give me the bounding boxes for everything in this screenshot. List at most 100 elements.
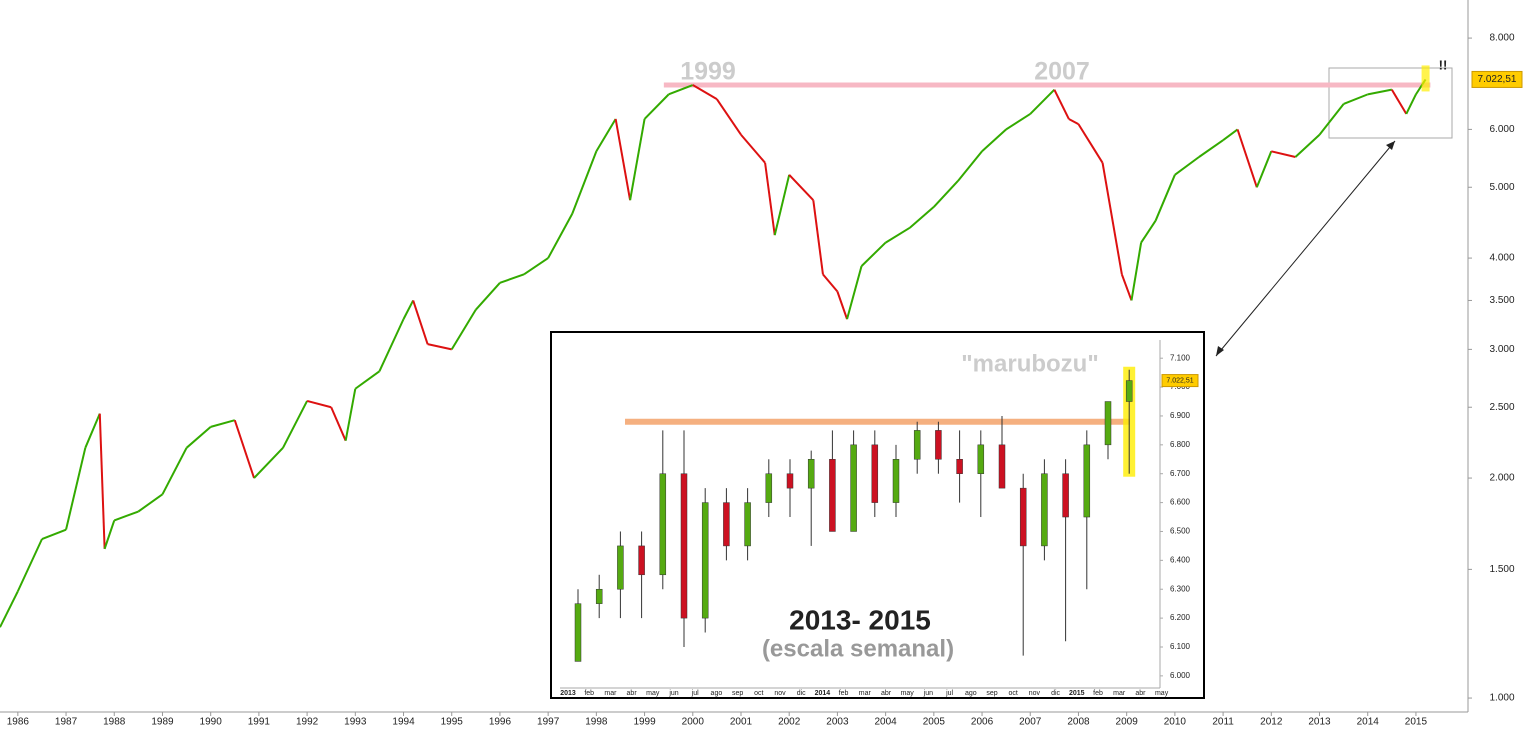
y-tick-label: 6.000	[1170, 671, 1191, 680]
price-segment	[957, 150, 983, 182]
y-tick-label: 2.500	[1489, 402, 1514, 413]
price-segment	[0, 590, 19, 628]
x-tick-label: oct	[1009, 690, 1018, 697]
candle-body	[617, 545, 624, 590]
price-segment	[354, 370, 381, 390]
x-tick-label: jun	[668, 690, 678, 697]
y-tick-label: 6.800	[1170, 440, 1191, 449]
y-tick-label: 6.400	[1170, 555, 1191, 564]
candle-body	[998, 444, 1006, 489]
x-tick-label: may	[1155, 690, 1169, 697]
x-tick-label: mar	[604, 690, 617, 697]
candle-body	[1125, 380, 1133, 402]
x-tick-label: ago	[711, 690, 723, 697]
x-tick-label: feb	[584, 690, 594, 697]
x-tick-label: 2008	[1067, 717, 1090, 728]
price-segment	[773, 174, 791, 236]
candle-body	[913, 430, 921, 460]
x-tick-label: feb	[839, 690, 849, 697]
x-tick-label: 1990	[200, 717, 223, 728]
price-segment	[885, 226, 911, 244]
x-tick-label: nov	[774, 690, 786, 697]
highlight	[1421, 65, 1430, 92]
arrow-head	[1386, 141, 1395, 150]
price-segment	[547, 213, 574, 259]
x-tick-label: jul	[691, 690, 699, 697]
price-segment	[981, 128, 1007, 153]
candle-body	[1104, 401, 1112, 446]
price-segment	[1271, 150, 1296, 158]
candle-body	[744, 502, 751, 547]
price-segment	[933, 180, 959, 208]
price-segment	[1029, 88, 1056, 115]
price-segment	[614, 118, 632, 201]
x-tick-label: 1998	[585, 717, 608, 728]
price-segment	[1130, 242, 1143, 301]
price-segment	[427, 343, 452, 351]
x-tick-label: 2013	[1308, 717, 1331, 728]
y-tick-label: 6.900	[1170, 411, 1191, 420]
price-segment	[98, 413, 106, 549]
x-tick-label: sep	[732, 690, 743, 697]
candle-body	[1083, 444, 1091, 518]
x-tick-label: dic	[797, 690, 806, 697]
price-segment	[378, 318, 405, 372]
price-label: 7.022,51	[1478, 74, 1517, 85]
price-segment	[846, 265, 863, 320]
x-tick-label: 2006	[971, 717, 994, 728]
price-segment	[692, 84, 718, 101]
price-segment	[412, 300, 429, 345]
x-tick-label: jul	[945, 690, 953, 697]
x-tick-label: 2015	[1069, 690, 1085, 697]
price-segment	[629, 118, 646, 201]
candle-body	[892, 459, 900, 503]
x-tick-label: 1997	[537, 717, 560, 728]
y-tick-label: 6.200	[1170, 613, 1191, 622]
candle-body	[1062, 473, 1069, 518]
price-segment	[860, 241, 887, 267]
price-segment	[643, 93, 670, 120]
x-tick-label: 1991	[248, 717, 271, 728]
x-tick-label: dic	[1051, 690, 1060, 697]
price-segment	[571, 150, 598, 215]
x-tick-label: 2010	[1164, 717, 1187, 728]
price-segment	[210, 419, 236, 428]
price-label: 7.022,51	[1166, 377, 1193, 384]
arrow	[1215, 140, 1396, 357]
y-tick-label: 7.100	[1170, 353, 1191, 362]
x-tick-label: 2014	[1357, 717, 1380, 728]
price-segment	[1405, 93, 1417, 115]
price-segment	[822, 273, 839, 293]
x-tick-label: 1995	[441, 717, 464, 728]
price-segment	[1101, 162, 1123, 275]
x-tick-label: may	[646, 690, 660, 697]
price-segment	[1154, 174, 1176, 222]
x-tick-label: 2002	[778, 717, 801, 728]
annotation: "marubozu"	[961, 350, 1098, 377]
x-tick-label: jun	[923, 690, 933, 697]
x-tick-label: mar	[1113, 690, 1126, 697]
y-tick-label: 2.000	[1489, 473, 1514, 484]
y-tick-label: 6.000	[1489, 124, 1514, 135]
y-tick-label: 6.100	[1170, 642, 1191, 651]
y-tick-label: 6.300	[1170, 584, 1191, 593]
price-segment	[788, 174, 815, 201]
candle-body	[765, 473, 773, 503]
price-segment	[137, 493, 164, 513]
price-segment	[65, 447, 87, 530]
price-segment	[764, 162, 776, 236]
x-tick-label: 2013	[560, 690, 576, 697]
price-segment	[344, 388, 357, 441]
y-tick-label: 5.000	[1489, 182, 1514, 193]
annotation: (escala semanal)	[762, 635, 954, 662]
price-segment	[1236, 129, 1258, 188]
price-segment	[499, 273, 525, 284]
x-tick-label: abr	[627, 690, 638, 697]
x-tick-label: 2015	[1405, 717, 1428, 728]
y-tick-label: 1.000	[1489, 693, 1514, 704]
annotation: 2007	[1034, 58, 1090, 86]
x-tick-label: 1986	[7, 717, 30, 728]
price-segment	[812, 200, 824, 275]
price-segment	[523, 257, 549, 276]
